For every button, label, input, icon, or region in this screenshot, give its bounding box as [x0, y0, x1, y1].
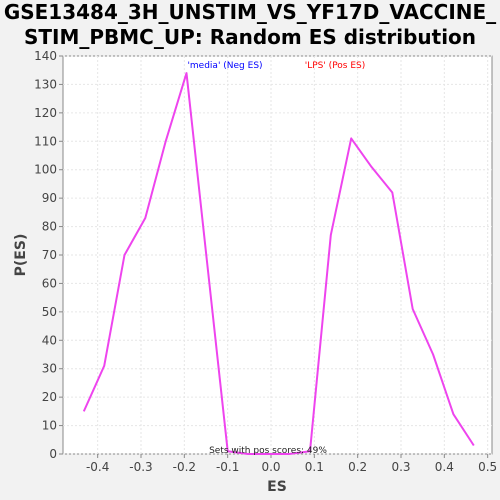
es-distribution-line — [82, 72, 475, 455]
y-tick-label: 0 — [49, 447, 57, 461]
x-tick-label: 0.0 — [261, 460, 280, 474]
x-tick-label: 0.5 — [478, 460, 497, 474]
y-tick-label: 30 — [42, 362, 57, 376]
x-tick-label: -0.3 — [129, 460, 152, 474]
chart-title-line-2: STIM_PBMC_UP: Random ES distribution — [24, 25, 476, 49]
x-tick-label: -0.4 — [86, 460, 109, 474]
x-tick-label: 0.1 — [305, 460, 324, 474]
y-tick-label: 50 — [42, 305, 57, 319]
y-tick-label: 60 — [42, 276, 57, 290]
chart-title-line-1: GSE13484_3H_UNSTIM_VS_YF17D_VACCINE_ — [4, 0, 496, 24]
y-tick-label: 80 — [42, 220, 57, 234]
x-tick-label: 0.2 — [348, 460, 367, 474]
x-tick-label: -0.2 — [173, 460, 196, 474]
legend-neg-es: 'media' (Neg ES) — [187, 61, 262, 71]
legend-pos-es: 'LPS' (Pos ES) — [305, 61, 366, 71]
x-tick-label: -0.1 — [216, 460, 239, 474]
y-tick-label: 90 — [42, 191, 57, 205]
x-axis-ticks: -0.4 -0.3 -0.2 -0.1 0.0 0.1 0.2 0.3 0.4 0.5 — [86, 454, 497, 474]
grid-lines — [63, 55, 492, 455]
y-tick-label: 10 — [42, 419, 57, 433]
y-tick-label: 140 — [34, 49, 57, 63]
y-axis-ticks: 0 10 20 30 40 50 60 70 80 90 100 110 120 130 140 — [34, 49, 63, 461]
y-tick-label: 40 — [42, 333, 57, 347]
y-tick-label: 70 — [42, 248, 57, 262]
x-axis-title: ES — [267, 479, 287, 495]
y-tick-label: 130 — [34, 77, 57, 91]
y-tick-label: 110 — [34, 134, 57, 148]
y-tick-label: 120 — [34, 106, 57, 120]
y-tick-label: 20 — [42, 390, 57, 404]
y-axis-title: P(ES) — [13, 234, 29, 277]
pos-scores-annotation: Sets with pos scores: 49% — [209, 446, 327, 456]
x-tick-label: 0.3 — [391, 460, 410, 474]
series-layer — [82, 72, 475, 455]
x-tick-label: 0.4 — [435, 460, 454, 474]
y-tick-label: 100 — [34, 163, 57, 177]
